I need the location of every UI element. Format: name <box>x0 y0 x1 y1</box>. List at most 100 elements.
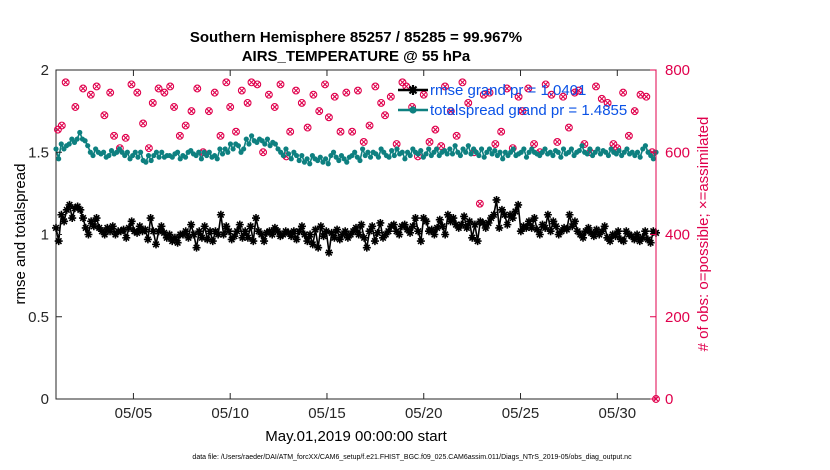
series-marker <box>589 232 598 241</box>
obs-assimilated-marker <box>177 133 183 139</box>
series-marker <box>533 225 542 234</box>
series-marker <box>316 222 325 231</box>
series-marker <box>511 207 520 216</box>
obs-assimilated-marker <box>244 100 251 106</box>
x-axis-label: May.01,2019 00:00:00 start <box>265 428 447 445</box>
series-marker <box>603 233 612 242</box>
data-file-footnote: data file: /Users/raeder/DAI/ATM_forcXX/… <box>192 454 632 461</box>
series-marker <box>514 200 523 209</box>
obs-point <box>166 82 175 91</box>
obs-assimilated-marker <box>134 89 140 96</box>
obs-assimilated-marker <box>227 104 233 110</box>
obs-assimilated-marker <box>548 91 555 98</box>
obs-possible-marker <box>592 82 600 91</box>
obs-point <box>100 111 109 120</box>
series-marker <box>224 227 233 236</box>
obs-possible-marker <box>175 131 184 140</box>
obs-assimilated-marker <box>62 79 69 86</box>
series-marker <box>133 228 142 237</box>
obs-point <box>524 84 533 93</box>
series-marker <box>124 149 130 155</box>
x-tick-label: 05/15 <box>308 405 346 422</box>
obs-point <box>636 90 645 99</box>
series-marker <box>587 228 596 237</box>
series-marker <box>454 223 463 232</box>
obs-possible-marker <box>514 92 523 101</box>
series-marker <box>611 232 620 241</box>
series-marker <box>433 223 442 232</box>
obs-assimilated-marker <box>560 94 566 100</box>
obs-possible-marker <box>210 88 219 97</box>
obs-point <box>237 86 246 95</box>
obs-possible-marker <box>127 80 136 89</box>
series-marker <box>508 214 517 223</box>
series-marker <box>324 248 333 257</box>
series-marker <box>408 222 417 231</box>
series-marker <box>333 225 342 234</box>
obs-assimilated-marker <box>128 81 135 88</box>
series-marker <box>230 146 236 152</box>
obs-assimilated-marker <box>637 91 644 98</box>
series-marker <box>560 146 567 152</box>
legend-rmse-marker <box>408 85 418 95</box>
obs-possible-marker <box>431 125 440 134</box>
series-marker <box>527 223 536 232</box>
y2-tick-label: 0 <box>665 391 673 408</box>
obs-point <box>57 121 66 130</box>
obs-assimilated-marker <box>361 139 367 145</box>
series-marker <box>354 230 363 239</box>
obs-possible-marker <box>371 82 380 91</box>
series-marker <box>489 210 498 219</box>
obs-possible-marker <box>574 86 583 95</box>
series-marker <box>391 152 397 159</box>
obs-assimilated-marker <box>459 79 466 86</box>
obs-point <box>464 98 473 107</box>
series-marker <box>570 217 579 226</box>
obs-possible-marker <box>170 103 179 111</box>
obs-possible-marker <box>437 142 446 151</box>
series-marker <box>311 225 320 234</box>
obs-assimilated-marker <box>426 139 433 145</box>
obs-possible-marker <box>57 121 66 130</box>
series-marker <box>579 143 585 149</box>
series-marker <box>280 152 286 159</box>
series-marker <box>468 233 477 242</box>
series-marker <box>634 149 641 155</box>
obs-assimilated-marker <box>599 96 605 102</box>
obs-possible-marker <box>253 80 262 89</box>
obs-possible-marker <box>419 90 428 99</box>
obs-possible-marker <box>181 121 190 130</box>
obs-point <box>619 88 628 97</box>
series-marker <box>568 222 577 231</box>
obs-assimilated-marker <box>403 83 410 90</box>
obs-possible-marker <box>497 127 506 136</box>
obs-point <box>175 131 184 140</box>
series-marker <box>295 227 304 236</box>
series-marker <box>524 217 533 226</box>
series-marker <box>341 227 350 236</box>
series-marker <box>249 237 258 246</box>
series-marker <box>323 156 329 162</box>
obs-point <box>553 138 562 146</box>
series-marker <box>235 220 244 229</box>
obs-possible-marker <box>377 98 386 107</box>
series-marker <box>179 230 188 239</box>
obs-assimilated-marker <box>593 83 599 90</box>
obs-assimilated-marker <box>161 89 168 96</box>
obs-assimilated-marker <box>59 122 65 129</box>
series-marker <box>438 222 447 231</box>
obs-point <box>597 94 606 103</box>
series-marker <box>265 227 274 236</box>
obs-point <box>559 92 568 101</box>
obs-possible-marker <box>365 121 374 130</box>
obs-possible-marker <box>204 107 213 116</box>
obs-point <box>292 86 300 95</box>
obs-point <box>181 121 190 130</box>
series-marker <box>592 225 601 234</box>
series-marker <box>435 215 444 224</box>
obs-point <box>92 82 101 91</box>
series-marker <box>68 214 77 223</box>
series-marker <box>376 218 385 227</box>
series-marker <box>327 228 336 237</box>
obs-possible-marker <box>61 78 70 87</box>
